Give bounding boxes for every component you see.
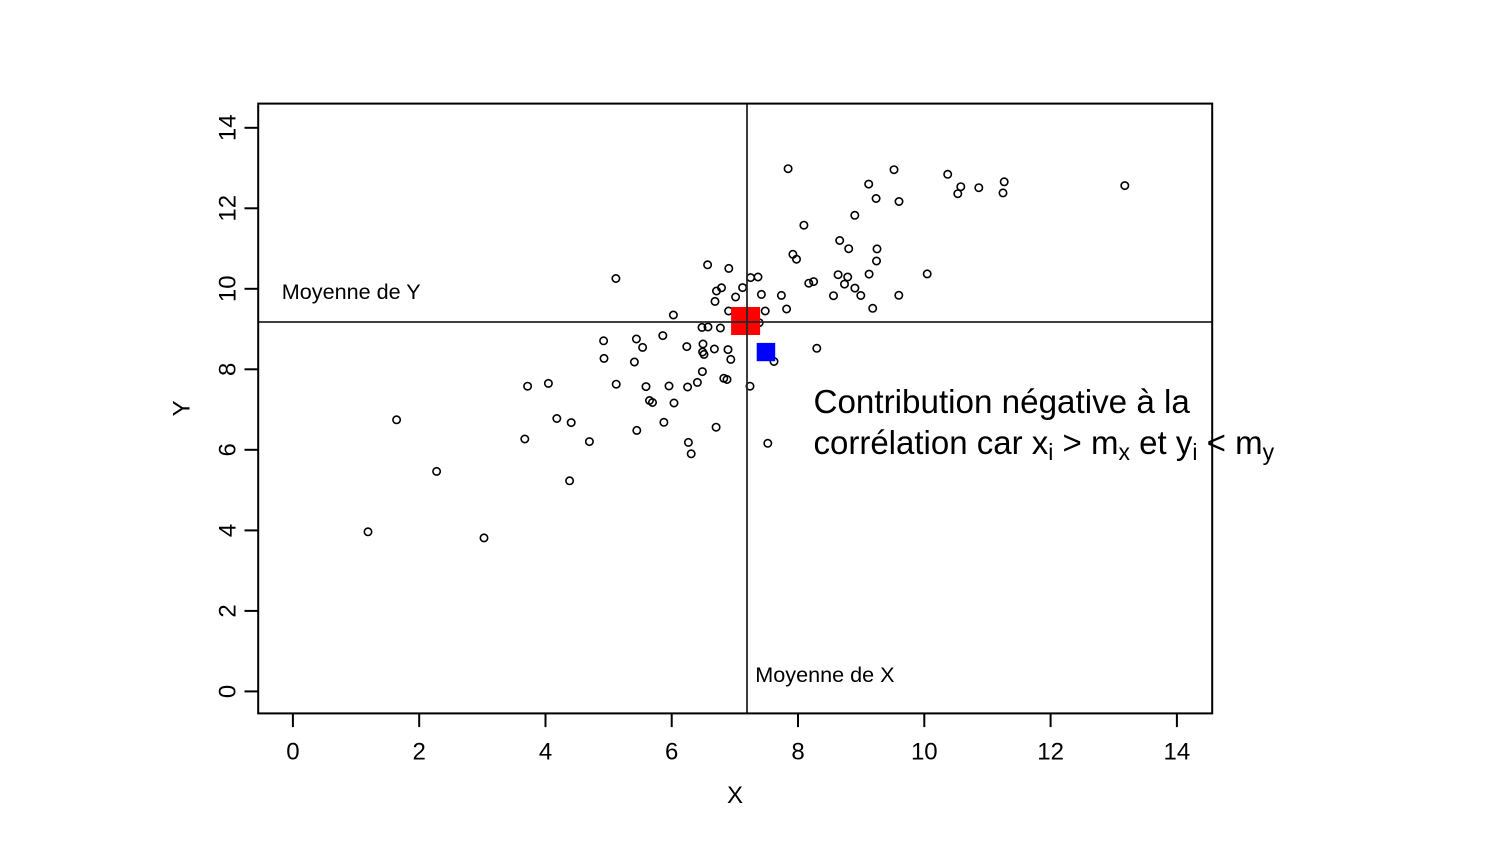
svg-text:8: 8 (791, 739, 804, 766)
svg-text:6: 6 (215, 443, 242, 456)
svg-text:10: 10 (215, 275, 242, 302)
svg-text:corrélation car xi > mx et yi: corrélation car xi > mx et yi < my (814, 424, 1275, 465)
svg-text:10: 10 (911, 739, 938, 766)
svg-text:8: 8 (215, 363, 242, 376)
svg-text:12: 12 (1037, 739, 1064, 766)
svg-text:4: 4 (215, 524, 242, 537)
svg-text:Moyenne de X: Moyenne de X (755, 662, 894, 687)
svg-text:2: 2 (215, 604, 242, 617)
svg-text:X: X (727, 782, 743, 809)
svg-text:14: 14 (215, 114, 242, 141)
svg-text:Contribution négative à la: Contribution négative à la (814, 384, 1191, 421)
svg-text:0: 0 (215, 685, 242, 698)
svg-text:Y: Y (169, 400, 196, 416)
svg-text:2: 2 (413, 739, 426, 766)
svg-text:4: 4 (539, 739, 552, 766)
svg-text:0: 0 (286, 739, 299, 766)
svg-text:Moyenne de Y: Moyenne de Y (282, 279, 421, 304)
svg-text:12: 12 (215, 195, 242, 222)
svg-text:14: 14 (1164, 739, 1191, 766)
svg-text:6: 6 (665, 739, 678, 766)
